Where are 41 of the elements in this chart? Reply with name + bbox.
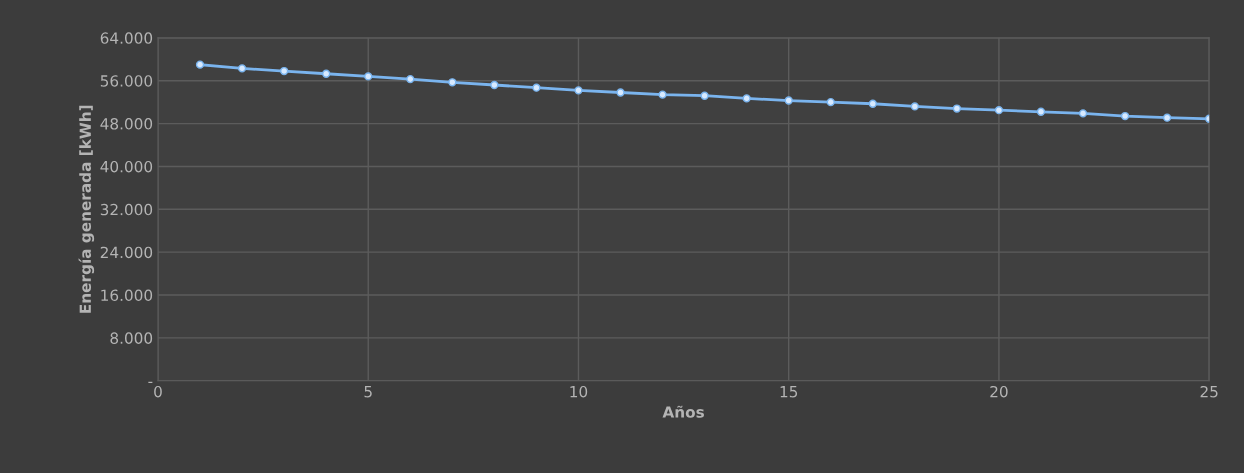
point	[1162, 113, 1172, 122]
point	[322, 69, 331, 78]
point	[658, 90, 667, 99]
point	[490, 80, 499, 90]
point	[364, 72, 373, 81]
x-tick-label: 0	[154, 385, 162, 398]
point	[279, 66, 289, 76]
point	[1036, 107, 1046, 116]
y-tick-label: 48.000	[100, 118, 153, 130]
x-tick-label: 10	[570, 385, 588, 398]
point	[195, 60, 205, 69]
point	[406, 74, 415, 84]
y-tick-label: 40.000	[100, 160, 153, 173]
x-tick-label: 15	[780, 386, 798, 398]
point	[532, 83, 541, 92]
point	[1078, 109, 1088, 118]
point	[237, 64, 247, 73]
point	[868, 99, 877, 108]
y-tick-label: 32.000	[100, 203, 153, 216]
point	[994, 106, 1004, 115]
point	[448, 78, 457, 87]
x-tick-label: 5	[364, 386, 372, 398]
point	[742, 94, 751, 103]
x-tick-label: 20	[990, 385, 1008, 398]
y-tick-label: 56.000	[100, 75, 153, 87]
y-tick-label: 8.000	[110, 332, 153, 344]
point	[952, 104, 962, 113]
point	[700, 91, 709, 100]
point	[826, 97, 835, 107]
point	[1120, 111, 1130, 121]
x-tick-label: 25	[1200, 385, 1218, 398]
y-tick-label: -	[148, 381, 153, 383]
point	[910, 102, 920, 111]
point	[574, 86, 583, 95]
y-tick-label: 16.000	[101, 289, 153, 302]
point	[616, 88, 625, 97]
y-tick-label: 24.000	[100, 246, 153, 259]
x-axis-title: Años	[662, 405, 704, 418]
y-axis-title: Energía generada [kWh]	[78, 105, 95, 313]
y-tick-label: 64.000	[100, 32, 153, 44]
point	[784, 96, 793, 105]
